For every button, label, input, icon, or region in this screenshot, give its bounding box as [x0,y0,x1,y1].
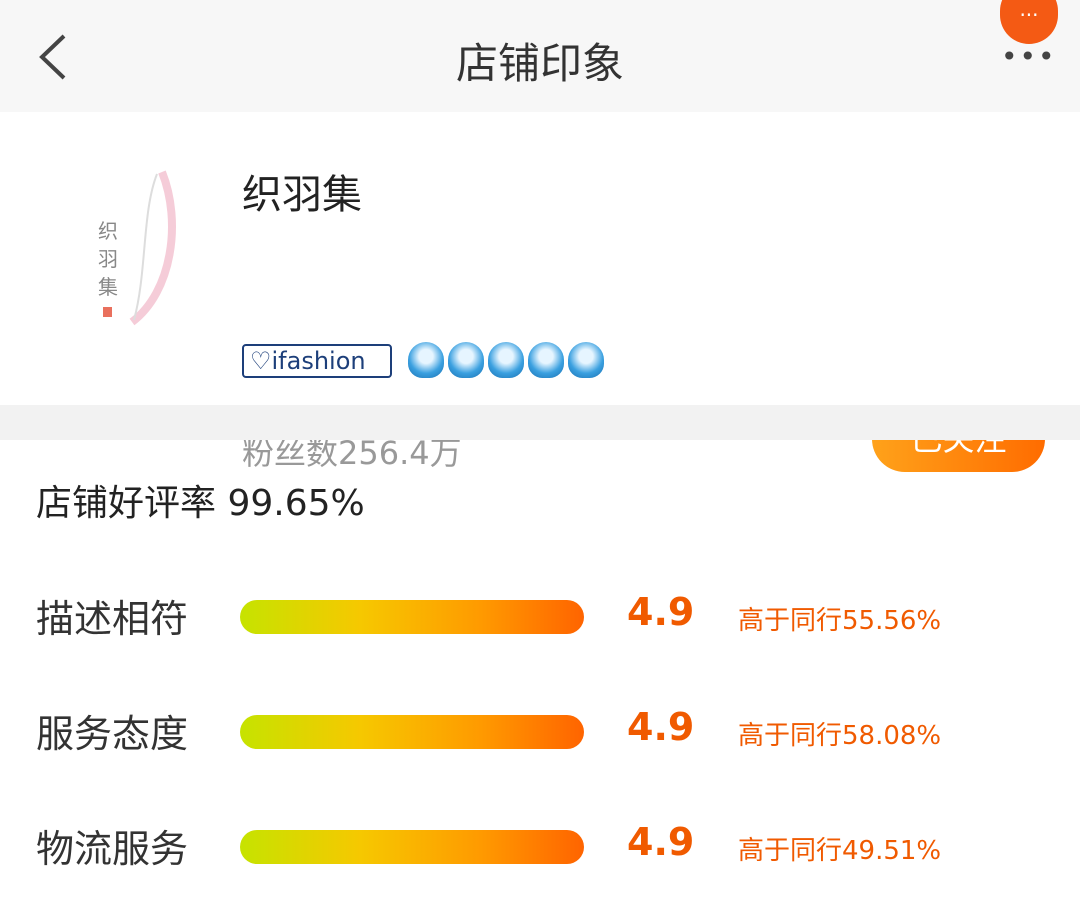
section-divider [0,405,1080,440]
crown-icon [448,342,484,378]
rating-bar [240,830,584,864]
rating-bar [240,600,584,634]
crown-icon [408,342,444,378]
shop-level-crowns [408,342,604,378]
ifashion-label: ifashion [271,347,366,375]
svg-text:集: 集 [98,275,118,299]
more-button[interactable]: ··· ••• [995,0,1065,73]
shop-card: 织 羽 集 织羽集 ♡ifashion 粉丝数256.4万 已关注 [0,112,1080,472]
ifashion-badge: ♡ifashion [242,344,392,378]
rating-row: 物流服务 4.9 高于同行49.51% [0,818,1080,878]
crown-icon [488,342,524,378]
rating-score: 4.9 [627,705,695,749]
rating-row: 服务态度 4.9 高于同行58.08% [0,703,1080,763]
rating-label: 描述相符 [36,597,189,641]
crown-icon [528,342,564,378]
rating-score: 4.9 [627,820,695,864]
rating-row: 描述相符 4.9 高于同行55.56% [0,588,1080,648]
svg-text:织: 织 [98,219,118,243]
fans-count: 粉丝数256.4万 [242,434,462,472]
rating-compare: 高于同行58.08% [738,721,942,751]
good-rate: 店铺好评率 99.65% [36,483,365,524]
svg-text:羽: 羽 [98,247,118,271]
rating-compare: 高于同行49.51% [738,836,942,866]
back-icon[interactable] [36,32,76,82]
rating-label: 服务态度 [36,712,189,756]
page-title: 店铺印象 [455,39,624,88]
shop-name: 织羽集 [242,172,362,218]
nav-bar: 店铺印象 ··· ••• [0,0,1080,112]
rating-label: 物流服务 [36,827,189,871]
rating-bar [240,715,584,749]
shop-logo[interactable]: 织 羽 集 [62,162,182,332]
crown-icon [568,342,604,378]
rating-compare: 高于同行55.56% [738,606,942,636]
more-icon: ••• [1001,40,1057,73]
rating-score: 4.9 [627,590,695,634]
message-badge-icon: ··· [1000,0,1058,44]
